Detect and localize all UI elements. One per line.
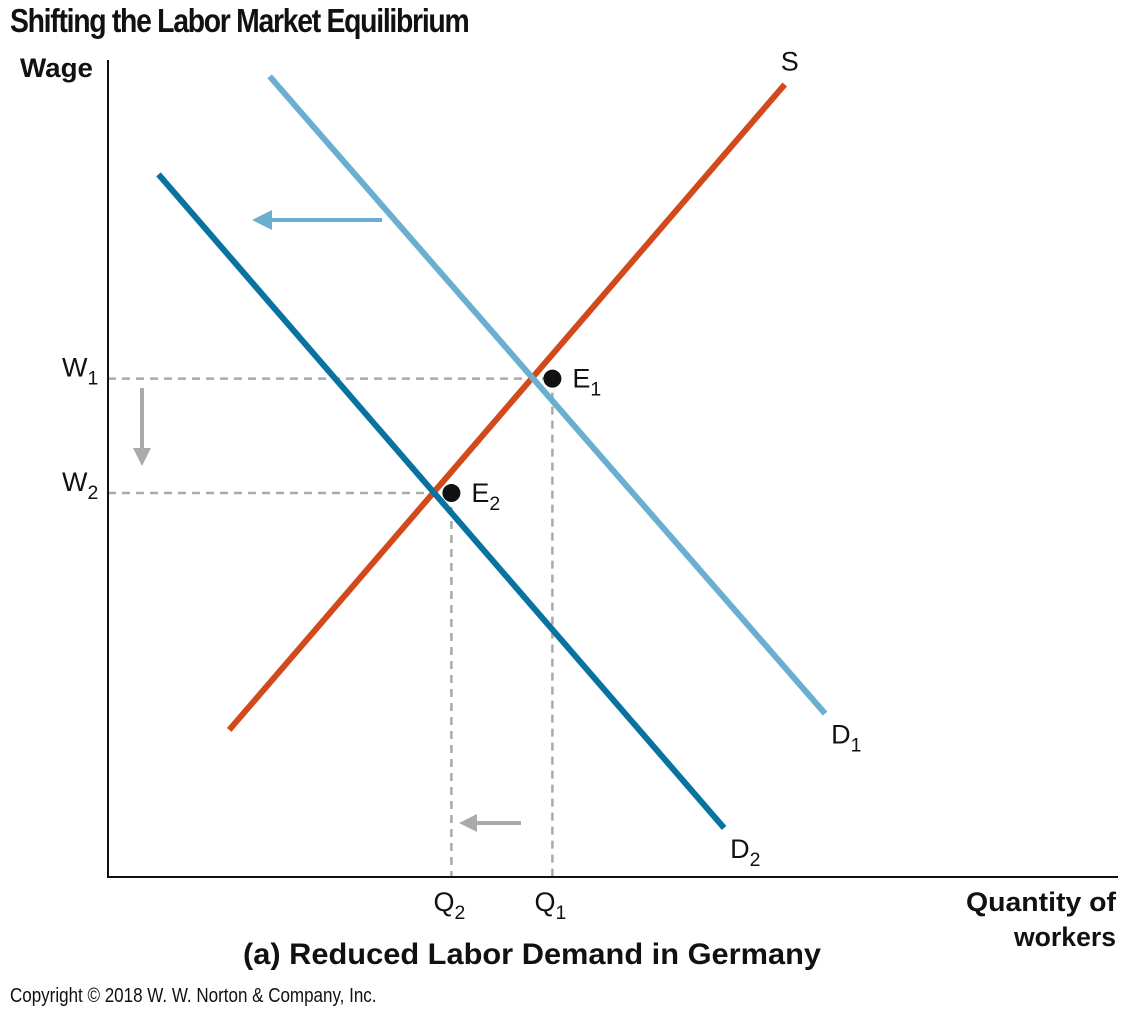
curves — [156, 74, 828, 830]
equilibrium-points — [442, 369, 562, 503]
curve-label-d1: D1 — [831, 720, 861, 757]
quantity-decrease-arrow-icon — [459, 814, 521, 832]
x-axis-label-line-2: workers — [1013, 922, 1116, 952]
equilibrium-guide-lines — [108, 377, 554, 877]
copyright-notice: Copyright © 2018 W. W. Norton & Company,… — [10, 985, 377, 1007]
demand-shift-arrow-icon — [252, 210, 382, 230]
equilibrium-point-e2 — [442, 484, 461, 503]
point-label-e2: E2 — [471, 478, 500, 515]
wage-decrease-arrow-icon — [133, 388, 151, 466]
y-tick-label-w1: W1 — [62, 353, 98, 390]
y-axis-label: Wage — [20, 53, 93, 83]
equilibrium-point-e1 — [543, 369, 562, 388]
curve-and-point-labels: S D1 D2 E1 E2 Q2 Q1 W1 W2 — [62, 47, 861, 925]
x-tick-label-q2: Q2 — [433, 887, 465, 924]
curve-d2 — [156, 172, 727, 830]
chart-subtitle: (a) Reduced Labor Demand in Germany — [243, 938, 821, 971]
curve-s — [226, 82, 787, 732]
chart-title: Shifting the Labor Market Equilibrium — [10, 2, 470, 39]
curve-d1 — [267, 74, 828, 716]
curve-label-s: S — [781, 47, 799, 77]
x-axis-label-line-1: Quantity of — [966, 887, 1117, 917]
curve-label-d2: D2 — [730, 834, 760, 871]
point-label-e1: E1 — [572, 364, 601, 401]
x-tick-label-q1: Q1 — [534, 887, 566, 924]
y-tick-label-w2: W2 — [62, 467, 98, 504]
